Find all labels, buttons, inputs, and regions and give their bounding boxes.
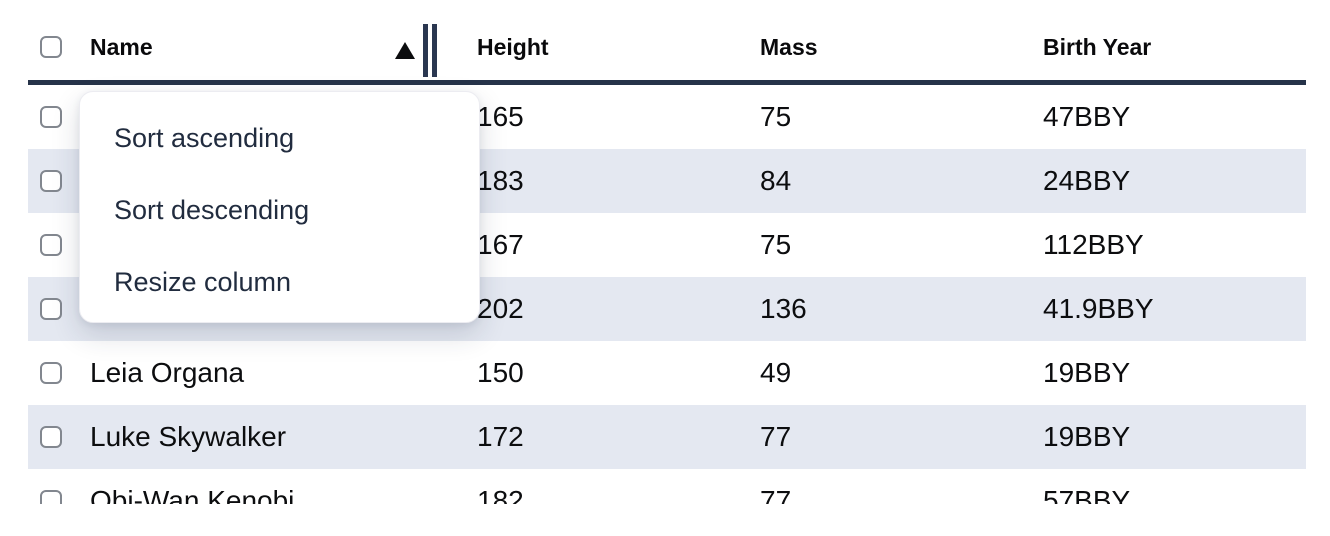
table-row[interactable]: 165 75 47BBY	[28, 85, 1306, 149]
column-header-height[interactable]: Height	[477, 33, 549, 60]
table-row[interactable]: Luke Skywalker 172 77 19BBY	[28, 405, 1306, 469]
cell-birth-year: 24BBY	[1043, 165, 1131, 196]
cell-birth-year: 112BBY	[1043, 229, 1144, 260]
cell-mass: 77	[760, 485, 792, 504]
row-checkbox[interactable]	[40, 106, 62, 128]
cell-birth-year: 57BBY	[1043, 485, 1131, 504]
row-checkbox[interactable]	[40, 298, 62, 320]
column-header-mass[interactable]: Mass	[760, 33, 818, 60]
cell-name: Luke Skywalker	[90, 421, 287, 452]
cell-height: 183	[477, 165, 524, 196]
column-context-menu: Sort ascending Sort descending Resize co…	[79, 91, 480, 323]
select-all-checkbox[interactable]	[40, 36, 62, 58]
row-checkbox[interactable]	[40, 362, 62, 384]
cell-height: 167	[477, 229, 524, 260]
row-checkbox[interactable]	[40, 234, 62, 256]
column-header-name[interactable]: Name	[90, 33, 153, 60]
cell-name: Leia Organa	[90, 357, 245, 388]
header-checkbox-cell	[28, 36, 90, 58]
menu-item-resize-column[interactable]: Resize column	[114, 266, 292, 297]
column-header-birth-year[interactable]: Birth Year	[1043, 33, 1152, 60]
cell-mass: 75	[760, 229, 792, 260]
cell-mass: 49	[760, 357, 792, 388]
cell-mass: 84	[760, 165, 792, 196]
cell-height: 150	[477, 357, 524, 388]
row-checkbox[interactable]	[40, 170, 62, 192]
cell-birth-year: 19BBY	[1043, 421, 1131, 452]
cell-height: 172	[477, 421, 524, 452]
cell-height: 182	[477, 485, 524, 504]
cell-birth-year: 19BBY	[1043, 357, 1131, 388]
menu-item-sort-ascending[interactable]: Sort ascending	[114, 122, 295, 153]
cell-height: 165	[477, 101, 524, 132]
menu-item-sort-descending[interactable]: Sort descending	[114, 194, 310, 225]
cell-birth-year: 47BBY	[1043, 101, 1131, 132]
row-checkbox[interactable]	[40, 426, 62, 448]
cell-mass: 77	[760, 421, 792, 452]
table-row[interactable]: Leia Organa 150 49 19BBY	[28, 341, 1306, 405]
cell-mass: 136	[760, 293, 807, 324]
table-row[interactable]: 167 75 112BBY	[28, 213, 1306, 277]
column-resize-handle-icon[interactable]	[423, 24, 437, 77]
cell-height: 202	[477, 293, 524, 324]
sort-ascending-icon[interactable]	[395, 42, 415, 59]
table-row[interactable]: Obi-Wan Kenobi 182 77 57BBY	[28, 469, 1306, 504]
cell-birth-year: 41.9BBY	[1043, 293, 1154, 324]
row-checkbox[interactable]	[40, 490, 62, 504]
table-header-row: Name Height Mass Birth Year	[28, 0, 1306, 85]
cell-name: Obi-Wan Kenobi	[90, 485, 295, 504]
cell-mass: 75	[760, 101, 792, 132]
